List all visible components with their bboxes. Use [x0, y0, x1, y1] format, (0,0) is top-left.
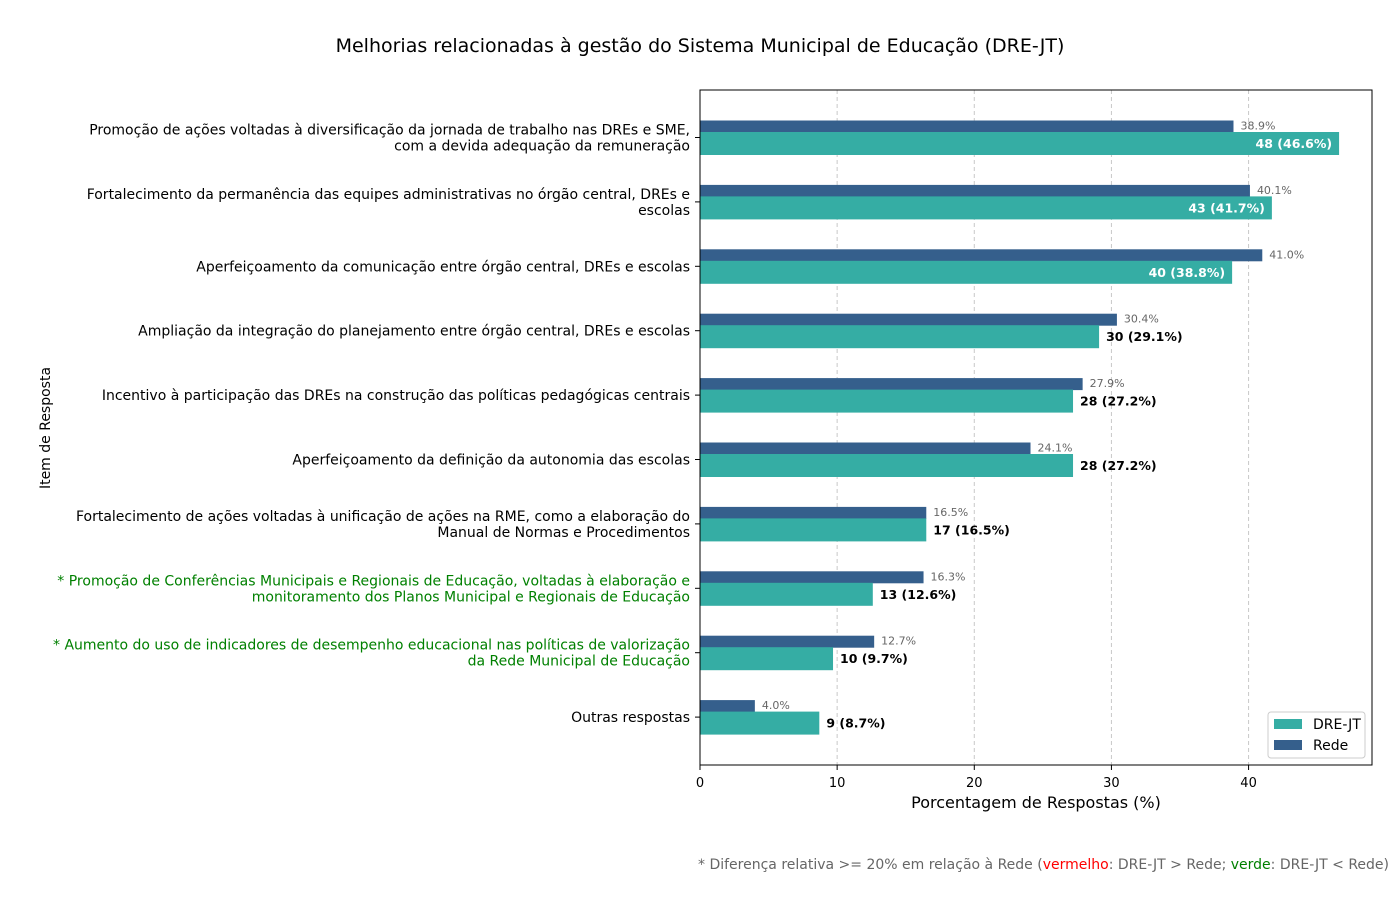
x-tick-label: 30	[1103, 776, 1120, 791]
data-label-dre-jt: 48 (46.6%)	[1256, 136, 1333, 151]
footnote-suffix: : DRE-JT < Rede)	[1270, 857, 1390, 873]
data-label-rede: 12.7%	[881, 635, 916, 648]
legend-swatch	[1274, 719, 1302, 729]
data-label-rede: 24.1%	[1038, 442, 1073, 455]
bar-rede	[700, 571, 924, 584]
bar-dre-jt	[700, 196, 1272, 220]
bar-dre-jt	[700, 325, 1100, 349]
data-label-dre-jt: 30 (29.1%)	[1106, 329, 1183, 344]
category-label: Outras respostas	[571, 710, 690, 726]
bar-rede	[700, 120, 1234, 133]
bar-dre-jt	[700, 582, 873, 606]
data-label-dre-jt: 13 (12.6%)	[880, 587, 957, 602]
category-label: Ampliação da integração do planejamento …	[138, 324, 690, 340]
data-label-dre-jt: 9 (8.7%)	[826, 716, 885, 731]
footnote-red-word: vermelho	[1042, 857, 1109, 873]
x-tick-label: 40	[1240, 776, 1257, 791]
y-axis-label: Item de Resposta	[38, 367, 54, 489]
bar-rede	[700, 249, 1263, 262]
data-label-rede: 4.0%	[762, 699, 790, 712]
bar-rede	[700, 442, 1031, 455]
data-label-rede: 30.4%	[1124, 313, 1159, 326]
footnote-green-word: verde	[1230, 857, 1271, 873]
data-label-dre-jt: 40 (38.8%)	[1149, 265, 1226, 280]
bar-dre-jt	[700, 389, 1074, 413]
data-label-dre-jt: 43 (41.7%)	[1188, 200, 1265, 215]
legend[interactable]: DRE-JT Rede	[1267, 711, 1366, 759]
x-tick-label: 20	[966, 776, 983, 791]
data-label-dre-jt: 17 (16.5%)	[933, 522, 1010, 537]
data-label-rede: 40.1%	[1257, 184, 1292, 197]
bar-rede	[700, 184, 1250, 197]
chart-title: Melhorias relacionadas à gestão do Siste…	[336, 35, 1065, 57]
bar-rede	[700, 506, 927, 519]
category-label: Fortalecimento da permanência das equipe…	[87, 187, 690, 203]
bar-dre-jt	[700, 518, 927, 542]
bar-rede	[700, 700, 755, 713]
category-label: Incentivo à participação das DREs na con…	[102, 388, 690, 404]
category-label: Manual de Normas e Procedimentos	[437, 525, 690, 541]
bar-rede	[700, 378, 1083, 391]
data-labels: 38.9% 48 (46.6%) 40.1% 43 (41.7%) 41.0% 40 (3…	[762, 120, 1332, 731]
legend-label: DRE-JT	[1313, 717, 1361, 733]
bars	[700, 120, 1340, 735]
data-label-dre-jt: 28 (27.2%)	[1080, 458, 1157, 473]
x-axis-label: Porcentagem de Respostas (%)	[911, 793, 1161, 812]
data-label-rede: 38.9%	[1240, 120, 1275, 133]
category-label: escolas	[638, 203, 690, 219]
data-label-rede: 16.3%	[931, 570, 966, 583]
category-label: da Rede Municipal de Educação	[468, 654, 690, 670]
category-label: Aperfeiçoamento da definição da autonomi…	[292, 453, 690, 469]
plot-frame	[699, 89, 1373, 766]
y-ticks: Promoção de ações voltadas à diversifica…	[53, 123, 700, 726]
data-label-rede: 27.9%	[1090, 377, 1125, 390]
data-label-rede: 41.0%	[1269, 248, 1304, 261]
category-label: monitoramento dos Planos Municipal e Reg…	[252, 589, 690, 605]
x-tick-label: 10	[829, 776, 846, 791]
data-label-dre-jt: 10 (9.7%)	[840, 651, 908, 666]
x-ticks: 0 10 20 30 40	[696, 765, 1257, 791]
bar-dre-jt	[700, 454, 1074, 477]
category-label: * Aumento do uso de indicadores de desem…	[53, 638, 690, 654]
legend-label: Rede	[1313, 738, 1348, 754]
bar-dre-jt	[700, 132, 1340, 155]
category-label: Aperfeiçoamento da comunicação entre órg…	[196, 259, 690, 275]
bar-dre-jt	[700, 260, 1233, 284]
footnote: * Diferença relativa >= 20% em relação à…	[698, 857, 1389, 873]
category-label: * Promoção de Conferências Municipais e …	[57, 573, 690, 589]
bar-rede	[700, 635, 875, 648]
data-label-rede: 16.5%	[933, 506, 968, 519]
data-label-dre-jt: 28 (27.2%)	[1080, 394, 1157, 409]
category-label: Promoção de ações voltadas à diversifica…	[89, 123, 690, 139]
legend-swatch	[1274, 740, 1302, 750]
x-tick-label: 0	[696, 776, 704, 791]
footnote-prefix: * Diferença relativa >= 20% em relação à…	[698, 857, 1043, 873]
bar-dre-jt	[700, 647, 834, 671]
bar-dre-jt	[700, 711, 820, 735]
footnote-middle: : DRE-JT > Rede;	[1108, 857, 1231, 873]
category-label: Fortalecimento de ações voltadas à unifi…	[76, 509, 690, 525]
bar-rede	[700, 313, 1117, 326]
category-label: com a devida adequação da remuneração	[394, 139, 690, 155]
